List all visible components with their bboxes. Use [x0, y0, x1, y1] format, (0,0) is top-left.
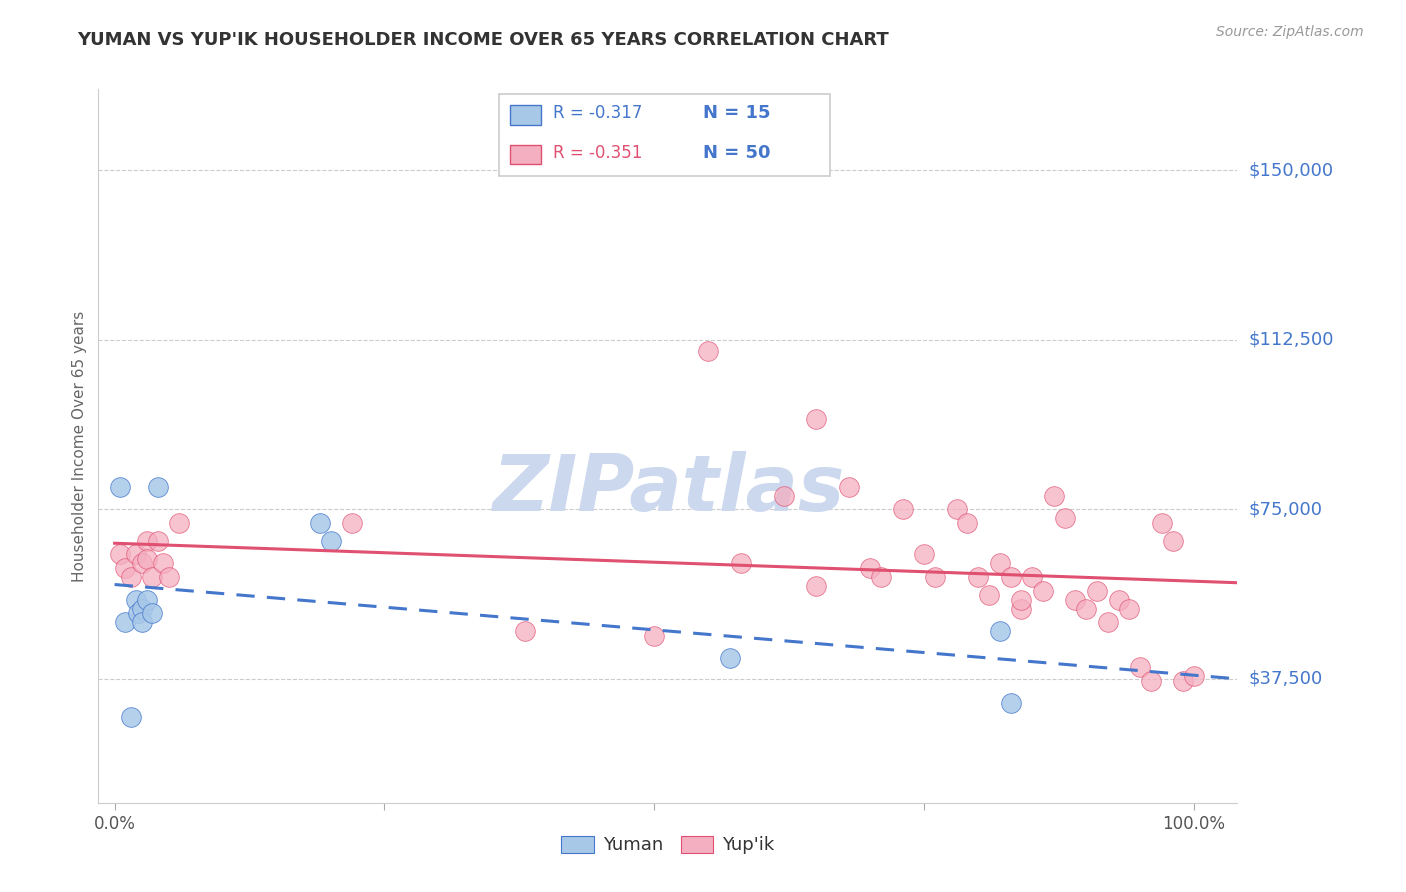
Point [141, 606, 163, 620]
Point [513, 624, 536, 639]
Text: N = 15: N = 15 [703, 104, 770, 122]
Point [1118, 601, 1140, 615]
Point [1076, 601, 1098, 615]
Point [718, 651, 741, 665]
Point [1010, 601, 1032, 615]
Text: YUMAN VS YUP'IK HOUSEHOLDER INCOME OVER 65 YEARS CORRELATION CHART: YUMAN VS YUP'IK HOUSEHOLDER INCOME OVER … [77, 31, 889, 49]
Text: $37,500: $37,500 [1249, 670, 1323, 688]
Point [956, 516, 979, 530]
Point [643, 629, 665, 643]
Point [136, 533, 159, 548]
Point [319, 533, 342, 548]
Point [773, 489, 796, 503]
Point [1000, 697, 1022, 711]
Point [730, 557, 752, 571]
Point [1150, 516, 1173, 530]
Point [131, 557, 153, 571]
Point [136, 592, 159, 607]
Point [152, 557, 174, 571]
Point [114, 615, 136, 629]
Point [838, 480, 860, 494]
Point [125, 548, 148, 562]
Point [1161, 533, 1184, 548]
Point [1097, 615, 1119, 629]
Point [120, 710, 142, 724]
Point [125, 592, 148, 607]
Text: N = 50: N = 50 [703, 144, 770, 161]
Point [945, 502, 967, 516]
Point [859, 561, 882, 575]
Point [1053, 511, 1076, 525]
Point [127, 606, 149, 620]
Point [340, 516, 363, 530]
Point [1129, 660, 1152, 674]
Point [967, 570, 990, 584]
Point [108, 480, 131, 494]
Point [114, 561, 136, 575]
Text: $75,000: $75,000 [1249, 500, 1323, 518]
Point [1108, 592, 1130, 607]
Point [120, 570, 142, 584]
Point [169, 516, 191, 530]
Point [891, 502, 914, 516]
Point [146, 480, 169, 494]
Text: R = -0.351: R = -0.351 [553, 144, 643, 161]
Legend: Yuman, Yup'ik: Yuman, Yup'ik [554, 829, 782, 862]
Point [1140, 673, 1163, 688]
Point [1010, 592, 1032, 607]
Point [141, 570, 163, 584]
Point [1064, 592, 1087, 607]
Point [1085, 583, 1108, 598]
Text: $150,000: $150,000 [1249, 161, 1333, 179]
Text: R = -0.317: R = -0.317 [553, 104, 643, 122]
Text: Source: ZipAtlas.com: Source: ZipAtlas.com [1216, 25, 1364, 39]
Point [806, 412, 828, 426]
Point [131, 615, 153, 629]
Point [988, 624, 1011, 639]
Point [146, 533, 169, 548]
Point [131, 601, 153, 615]
Point [912, 548, 935, 562]
Point [1182, 669, 1205, 683]
Text: $112,500: $112,500 [1249, 331, 1334, 349]
Point [924, 570, 946, 584]
Point [806, 579, 828, 593]
Point [977, 588, 1000, 602]
Y-axis label: Householder Income Over 65 years: Householder Income Over 65 years [72, 310, 87, 582]
Point [1042, 489, 1064, 503]
Point [1032, 583, 1054, 598]
Point [1021, 570, 1043, 584]
Point [157, 570, 180, 584]
Text: ZIPatlas: ZIPatlas [492, 450, 844, 527]
Point [988, 557, 1011, 571]
Point [136, 552, 159, 566]
Point [108, 548, 131, 562]
Point [870, 570, 893, 584]
Point [1173, 673, 1195, 688]
Point [1000, 570, 1022, 584]
Point [308, 516, 330, 530]
Point [697, 344, 720, 359]
